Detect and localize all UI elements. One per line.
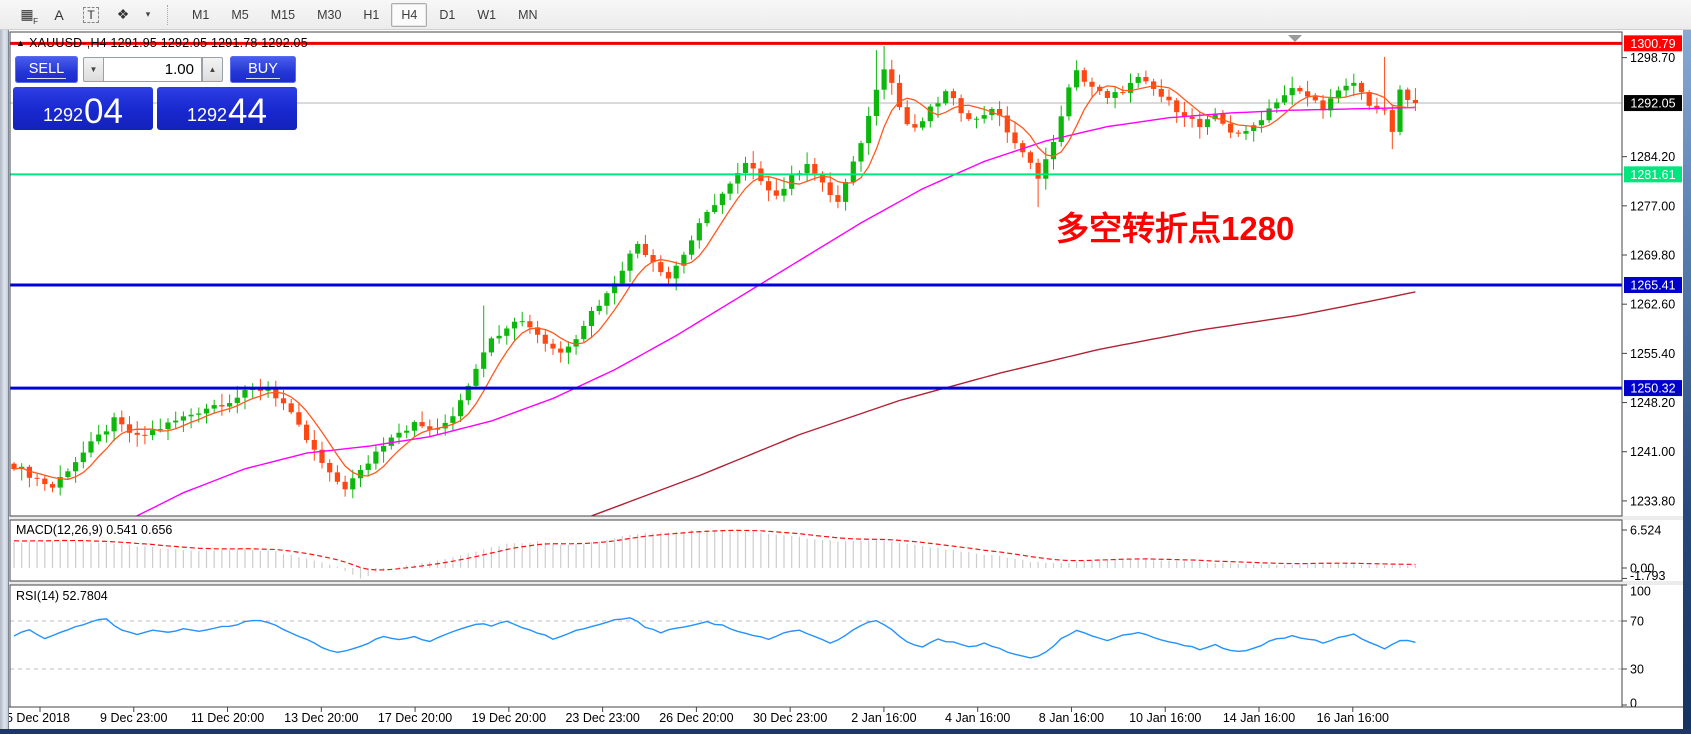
window-right-border <box>1683 0 1691 734</box>
window-left-border <box>0 0 9 734</box>
svg-text:1248.20: 1248.20 <box>1630 396 1675 410</box>
ma-fast-line <box>13 85 1416 481</box>
timeframe-button-m15[interactable]: M15 <box>270 7 296 22</box>
sell-price-main: 1292 <box>43 105 84 125</box>
candles-layer <box>11 46 1418 499</box>
svg-text:30: 30 <box>1630 663 1644 677</box>
svg-text:1269.80: 1269.80 <box>1630 249 1675 263</box>
window-bottom-border <box>0 729 1691 734</box>
svg-text:1262.60: 1262.60 <box>1630 298 1675 312</box>
indicator-list-icon[interactable]: ▦ F <box>20 6 38 26</box>
timeframe-button-m5[interactable]: M5 <box>231 7 249 22</box>
timeframe-button-h4[interactable]: H4 <box>391 2 428 27</box>
macd-label: MACD(12,26,9) 0.541 0.656 <box>16 523 172 537</box>
rsi-panel <box>10 617 1622 670</box>
toolbar-separator <box>167 4 172 25</box>
timeframe-button-h1[interactable]: H1 <box>363 7 380 22</box>
buy-price-pips: 44 <box>228 92 267 131</box>
text-label-icon[interactable]: T <box>76 2 106 28</box>
svg-text:1292.05: 1292.05 <box>1630 97 1675 111</box>
svg-text:-1.793: -1.793 <box>1630 569 1665 583</box>
top-marker-triangle-icon <box>1288 35 1302 42</box>
svg-text:17 Dec 20:00: 17 Dec 20:00 <box>378 711 452 725</box>
spin-up-icon: ▲ <box>208 65 217 74</box>
svg-text:1300.79: 1300.79 <box>1630 37 1675 51</box>
ma-mid-line <box>135 106 1416 516</box>
svg-text:9 Dec 23:00: 9 Dec 23:00 <box>100 711 167 725</box>
one-click-trading-panel: SELL ▼ 1.00 ▲ BUY 1292 04 1292 44 <box>13 56 298 130</box>
chart-toolbar: ▦ F A T ❖ ▾ M1 M5 M15 M30 H1 H4 D1 W1 MN <box>0 0 1691 30</box>
svg-text:1277.00: 1277.00 <box>1630 199 1675 213</box>
spin-down-icon: ▼ <box>89 65 98 74</box>
svg-text:11 Dec 20:00: 11 Dec 20:00 <box>191 711 264 725</box>
timeframe-button-d1[interactable]: D1 <box>439 7 456 22</box>
bar-direction-icon: ▲ <box>16 38 26 48</box>
chart-ohlc-header: ▲ XAUUSD-,H4 1291.95 1292.05 1291.78 1292… <box>16 36 308 50</box>
svg-text:2 Jan 16:00: 2 Jan 16:00 <box>851 711 916 725</box>
shapes-caret-icon[interactable]: ▾ <box>145 9 151 19</box>
volume-input[interactable]: 1.00 <box>103 57 202 82</box>
svg-text:70: 70 <box>1630 615 1644 629</box>
macd-signal-line <box>13 529 1416 571</box>
sell-button-label: SELL <box>26 60 67 79</box>
svg-text:26 Dec 20:00: 26 Dec 20:00 <box>659 711 733 725</box>
chart-ohlc-text: XAUUSD-,H4 1291.95 1292.05 1291.78 1292.… <box>29 36 308 50</box>
svg-text:1298.70: 1298.70 <box>1630 51 1675 65</box>
svg-text:4 Jan 16:00: 4 Jan 16:00 <box>945 711 1010 725</box>
svg-text:1255.40: 1255.40 <box>1630 347 1675 361</box>
svg-text:23 Dec 23:00: 23 Dec 23:00 <box>565 711 639 725</box>
timeframe-button-m1[interactable]: M1 <box>192 7 210 22</box>
buy-price-main: 1292 <box>187 105 228 125</box>
sell-button[interactable]: SELL <box>15 56 78 83</box>
svg-text:1281.61: 1281.61 <box>1630 168 1675 182</box>
volume-decrease-button[interactable]: ▼ <box>83 57 104 82</box>
timeframe-button-m30[interactable]: M30 <box>317 7 342 22</box>
price-axis[interactable]: 1298.70 1284.20 1277.00 1269.80 1262.60 1255.… <box>1622 35 1682 711</box>
timeframe-button-mn[interactable]: MN <box>518 7 538 22</box>
macd-panel <box>13 529 1417 579</box>
buy-button[interactable]: BUY <box>230 56 296 83</box>
svg-text:16 Jan 16:00: 16 Jan 16:00 <box>1317 711 1389 725</box>
svg-text:0: 0 <box>1630 697 1637 711</box>
buy-button-label: BUY <box>246 60 280 79</box>
svg-text:1250.32: 1250.32 <box>1630 382 1675 396</box>
sell-price-box[interactable]: 1292 04 <box>13 87 153 130</box>
shapes-icon[interactable]: ❖ <box>116 6 130 22</box>
sell-price-pips: 04 <box>84 92 123 131</box>
rsi-line <box>13 617 1416 659</box>
svg-text:5 Dec 2018: 5 Dec 2018 <box>6 711 70 725</box>
svg-text:0.00: 0.00 <box>1630 562 1654 576</box>
rsi-label: RSI(14) 52.7804 <box>16 589 108 603</box>
svg-text:10 Jan 16:00: 10 Jan 16:00 <box>1129 711 1201 725</box>
svg-text:1233.80: 1233.80 <box>1630 494 1675 508</box>
svg-text:1241.00: 1241.00 <box>1630 445 1675 459</box>
svg-text:30 Dec 23:00: 30 Dec 23:00 <box>753 711 827 725</box>
ma-slow-line <box>591 291 1416 516</box>
svg-text:6.524: 6.524 <box>1630 523 1661 537</box>
svg-text:19 Dec 20:00: 19 Dec 20:00 <box>472 711 546 725</box>
insert-text-icon[interactable]: A <box>54 6 64 23</box>
svg-text:8 Jan 16:00: 8 Jan 16:00 <box>1039 711 1104 725</box>
svg-text:1284.20: 1284.20 <box>1630 150 1675 164</box>
chart-annotation-text: 多空转折点1280 <box>1056 210 1295 247</box>
svg-text:13 Dec 20:00: 13 Dec 20:00 <box>284 711 358 725</box>
time-axis[interactable]: 5 Dec 2018 9 Dec 23:00 11 Dec 20:00 13 Dec … <box>6 706 1683 725</box>
svg-text:1265.41: 1265.41 <box>1630 279 1675 293</box>
svg-text:14 Jan 16:00: 14 Jan 16:00 <box>1223 711 1295 725</box>
horizontal-price-lines[interactable] <box>10 41 1622 390</box>
svg-text:100: 100 <box>1630 585 1651 599</box>
timeframe-button-w1[interactable]: W1 <box>477 7 497 22</box>
buy-price-box[interactable]: 1292 44 <box>157 87 297 130</box>
volume-increase-button[interactable]: ▲ <box>202 57 223 82</box>
main-price-panel <box>10 35 1622 516</box>
